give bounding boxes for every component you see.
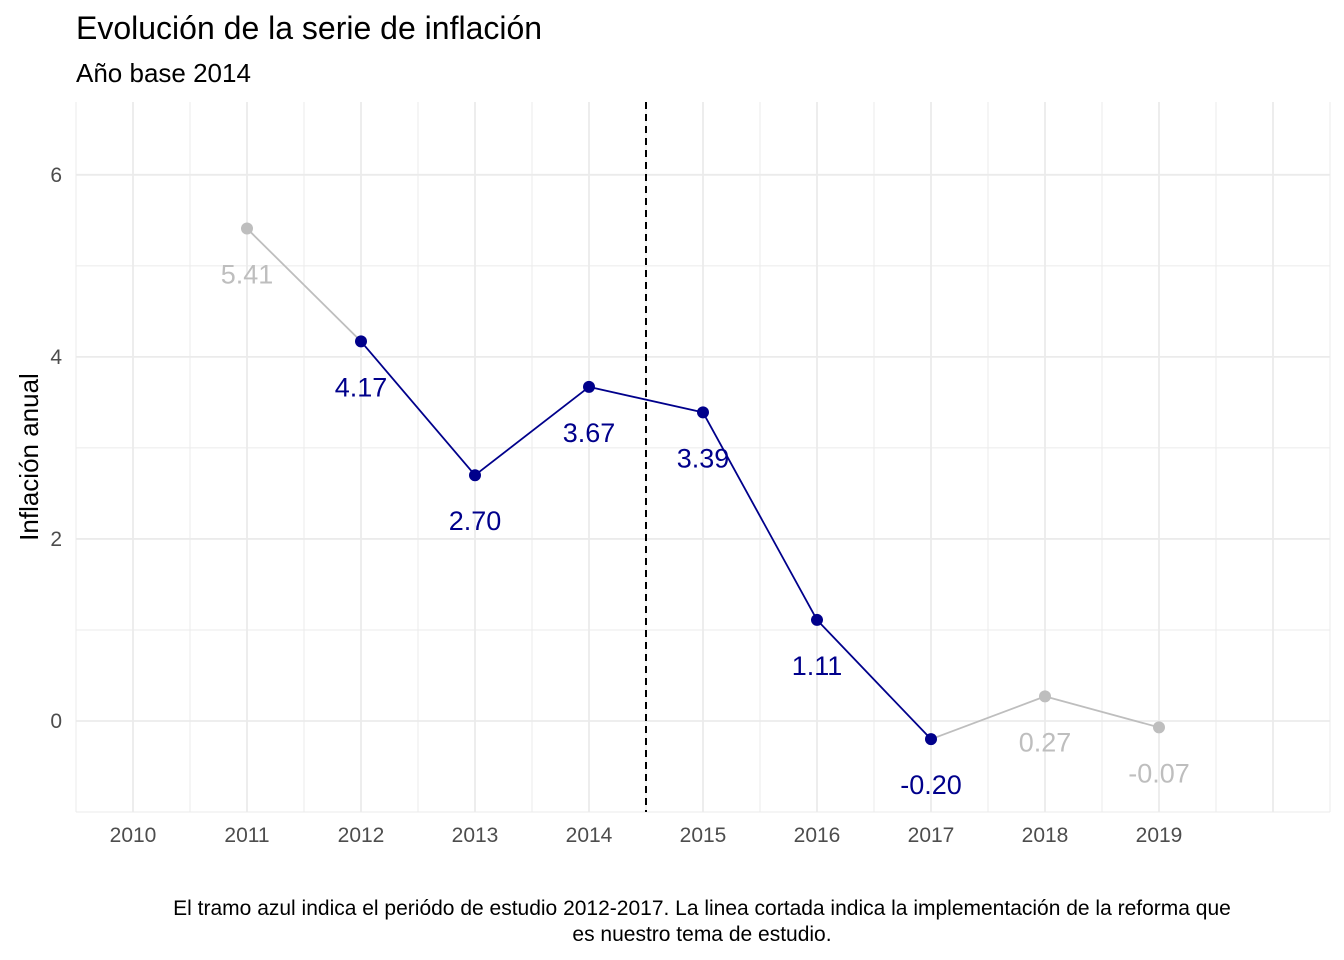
x-tick-label: 2018	[1022, 824, 1069, 847]
data-label: 3.67	[563, 418, 616, 448]
x-tick-label: 2016	[794, 824, 841, 847]
data-label: 2.70	[449, 506, 502, 536]
x-tick-label: 2019	[1136, 824, 1183, 847]
data-point	[1039, 690, 1051, 703]
x-tick-label: 2011	[224, 824, 269, 847]
series-points	[241, 222, 1165, 746]
tick-labels: 0 2 4 6 2010 2011 2012 2013 2014 2015 2016 2017 2018…	[50, 164, 1182, 847]
data-labels: 5.41 4.17 2.70 3.67 3.39 1.11 -0.20 0.27 -0.07	[221, 260, 1190, 801]
chart-subtitle: Año base 2014	[76, 58, 251, 88]
data-label: 5.41	[221, 260, 274, 290]
chart-caption: El tramo azul indica el periódo de estud…	[173, 897, 1231, 946]
data-label: -0.20	[900, 770, 962, 800]
data-point	[697, 406, 709, 419]
series-segment-other	[930, 695, 1046, 741]
series-segment-highlight	[588, 386, 704, 414]
x-tick-label: 2010	[110, 824, 157, 847]
x-tick-label: 2013	[452, 824, 499, 847]
data-point	[1153, 721, 1165, 734]
data-label: 0.27	[1019, 727, 1072, 757]
series-lines	[246, 227, 1160, 741]
chart-title: Evolución de la serie de inflación	[76, 10, 543, 46]
y-tick-label: 4	[50, 346, 62, 369]
grid-lines	[75, 102, 1331, 813]
x-tick-label: 2012	[338, 824, 385, 847]
data-label: 3.39	[677, 443, 730, 473]
y-tick-label: 2	[50, 528, 62, 551]
series-segment-other	[246, 227, 362, 343]
data-point	[925, 733, 937, 746]
series-segment-highlight	[474, 386, 590, 476]
data-label: 1.11	[792, 651, 843, 681]
y-tick-label: 6	[50, 164, 62, 187]
data-point	[583, 380, 595, 393]
data-label: 4.17	[335, 372, 388, 402]
x-tick-label: 2015	[680, 824, 727, 847]
x-tick-label: 2017	[908, 824, 955, 847]
series-segment-highlight	[360, 340, 476, 476]
data-point	[241, 222, 253, 235]
x-tick-label: 2014	[566, 824, 613, 847]
data-point	[355, 335, 367, 348]
y-axis-title: Inflación anual	[14, 373, 44, 541]
data-point	[811, 613, 823, 626]
series-segment-highlight	[702, 411, 818, 621]
data-point	[469, 469, 481, 482]
series-segment-highlight	[816, 619, 932, 740]
y-tick-label: 0	[50, 710, 62, 733]
series-segment-other	[1044, 695, 1160, 729]
data-label: -0.07	[1128, 758, 1190, 788]
